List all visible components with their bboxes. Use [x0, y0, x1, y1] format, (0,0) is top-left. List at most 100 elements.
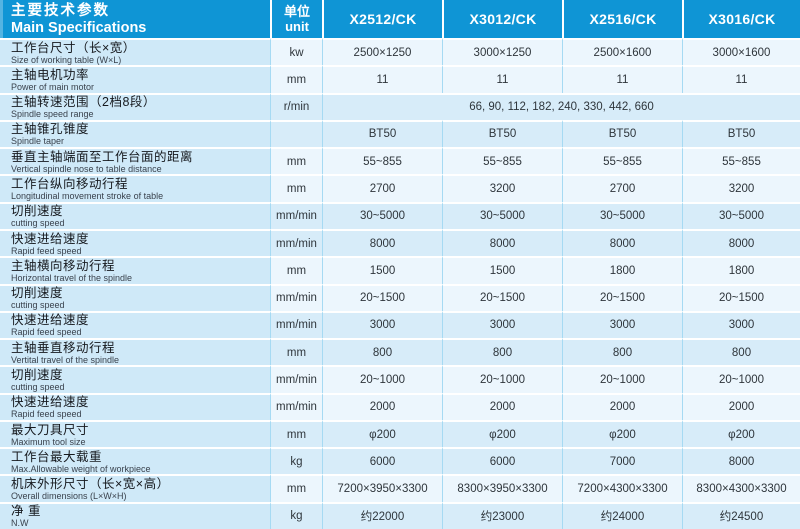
table-title: 主要技术参数 Main Specifications	[0, 0, 270, 38]
value-cell: 20~1500	[682, 283, 800, 311]
value-cell: 8000	[682, 447, 800, 475]
spec-label: 机床外形尺寸（长×宽×高） Overall dimensions (L×W×H)	[0, 474, 270, 502]
unit-header-zh: 单位	[283, 4, 310, 19]
value-cell: φ200	[442, 419, 562, 448]
spec-label: 工作台最大载重 Max.Allowable weight of workpiec…	[0, 447, 270, 475]
spec-label-zh: 净 重	[11, 504, 41, 519]
value-cell: 1500	[322, 256, 442, 284]
spec-label: 主轴转速范围（2档8段） Spindle speed range	[0, 92, 270, 120]
unit-cell: kg	[270, 501, 322, 529]
spec-label-zh: 垂直主轴端面至工作台面的距离	[11, 149, 194, 164]
value-cell: 55~855	[562, 147, 682, 175]
value-cell: 8300×3950×3300	[442, 474, 562, 502]
unit-column-header: 单位 unit	[270, 0, 322, 38]
unit-cell	[270, 119, 322, 148]
value-cell: 3200	[682, 174, 800, 202]
value-cell: 30~5000	[562, 201, 682, 229]
unit-cell: mm	[270, 338, 322, 366]
value-cell: 2000	[682, 392, 800, 420]
spec-label: 垂直主轴端面至工作台面的距离 Vertical spindle nose to …	[0, 147, 270, 175]
value-cell-span: 66, 90, 112, 182, 240, 330, 442, 660	[322, 92, 800, 120]
spec-label: 切削速度 cutting speed	[0, 365, 270, 393]
value-cell: 3000	[682, 310, 800, 339]
unit-header-en: unit	[285, 19, 309, 34]
value-cell: 1800	[562, 256, 682, 284]
value-cell: 3000	[322, 310, 442, 339]
value-cell: 20~1500	[322, 283, 442, 311]
value-cell: 800	[322, 338, 442, 366]
spec-label-en: cutting speed	[11, 218, 65, 229]
value-cell: BT50	[562, 119, 682, 148]
value-cell: 20~1500	[442, 283, 562, 311]
value-cell: 55~855	[682, 147, 800, 175]
spec-label: 快速进给速度 Rapid feed speed	[0, 392, 270, 420]
unit-cell: mm/min	[270, 365, 322, 393]
spec-label-en: Overall dimensions (L×W×H)	[11, 491, 127, 502]
spec-label-en: Rapid feed speed	[11, 327, 82, 338]
value-cell: 7200×4300×3300	[562, 474, 682, 502]
value-cell: 约24000	[562, 501, 682, 529]
spec-label: 主轴电机功率 Power of main motor	[0, 65, 270, 93]
spec-label-en: cutting speed	[11, 300, 65, 311]
value-cell: 20~1500	[562, 283, 682, 311]
value-cell: 7200×3950×3300	[322, 474, 442, 502]
spec-label: 主轴横向移动行程 Horizontal travel of the spindl…	[0, 256, 270, 284]
unit-cell: mm	[270, 419, 322, 448]
value-cell: 55~855	[322, 147, 442, 175]
value-cell: 3000	[562, 310, 682, 339]
spec-label-zh: 工作台尺寸（长×宽）	[11, 40, 136, 55]
value-cell: 20~1000	[442, 365, 562, 393]
value-cell: 55~855	[442, 147, 562, 175]
value-cell: 30~5000	[682, 201, 800, 229]
value-cell: φ200	[562, 419, 682, 448]
unit-cell: mm/min	[270, 392, 322, 420]
spec-label: 快速进给速度 Rapid feed speed	[0, 310, 270, 339]
value-cell: 3000	[442, 310, 562, 339]
model-header-x3012ck: X3012/CK	[442, 0, 562, 38]
value-cell: 2000	[442, 392, 562, 420]
value-cell: φ200	[322, 419, 442, 448]
spec-label-en: Horizontal travel of the spindle	[11, 272, 133, 283]
value-cell: 800	[562, 338, 682, 366]
spec-label-en: Spindle speed range	[11, 109, 94, 120]
spec-label-en: cutting speed	[11, 381, 65, 392]
spec-label-zh: 快速进给速度	[11, 231, 90, 246]
value-cell: 1800	[682, 256, 800, 284]
value-cell: 20~1000	[682, 365, 800, 393]
spec-label-en: Size of working table (W×L)	[11, 54, 122, 65]
value-cell: 11	[442, 65, 562, 93]
value-cell: 2700	[322, 174, 442, 202]
spec-label-zh: 主轴转速范围（2档8段）	[11, 95, 156, 110]
spec-label: 切削速度 cutting speed	[0, 283, 270, 311]
spec-label-zh: 切削速度	[11, 367, 64, 382]
table-title-en: Main Specifications	[11, 19, 147, 36]
value-cell: 30~5000	[322, 201, 442, 229]
value-cell: 8000	[562, 228, 682, 257]
value-cell: 1500	[442, 256, 562, 284]
spec-label-zh: 工作台最大载重	[11, 449, 103, 464]
spec-label-zh: 机床外形尺寸（长×宽×高）	[11, 477, 170, 492]
value-cell: 8000	[682, 228, 800, 257]
unit-cell: r/min	[270, 92, 322, 120]
spec-label-zh: 快速进给速度	[11, 395, 90, 410]
spec-label-en: Vertital travel of the spindle	[11, 354, 120, 365]
spec-label-zh: 主轴垂直移动行程	[11, 340, 116, 355]
spec-label-zh: 主轴电机功率	[11, 67, 90, 82]
value-cell: 11	[322, 65, 442, 93]
value-cell: BT50	[682, 119, 800, 148]
unit-cell: mm/min	[270, 201, 322, 229]
table-title-zh: 主要技术参数	[11, 2, 110, 19]
model-header-x3016ck: X3016/CK	[682, 0, 800, 38]
spec-label-en: Longitudinal movement stroke of table	[11, 191, 164, 202]
spec-label-zh: 主轴横向移动行程	[11, 258, 116, 273]
spec-label-en: Power of main motor	[11, 81, 95, 92]
model-header-x2516ck: X2516/CK	[562, 0, 682, 38]
spec-label-zh: 主轴锥孔锥度	[11, 122, 90, 137]
spec-label-zh: 切削速度	[11, 204, 64, 219]
spec-label: 主轴锥孔锥度 Spindle taper	[0, 119, 270, 148]
value-cell: 6000	[442, 447, 562, 475]
value-cell: 2700	[562, 174, 682, 202]
value-cell: 6000	[322, 447, 442, 475]
value-cell: 8300×4300×3300	[682, 474, 800, 502]
unit-cell: mm	[270, 474, 322, 502]
